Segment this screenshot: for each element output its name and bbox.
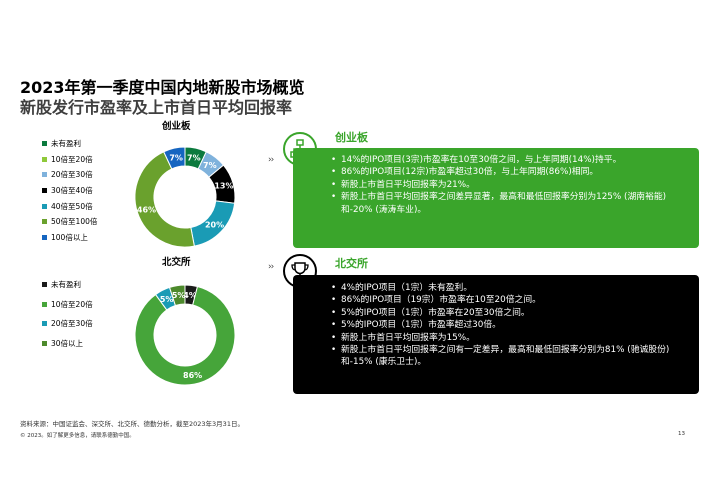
slice-label: 4% xyxy=(183,291,197,300)
legend-label: 20倍至30倍 xyxy=(51,170,93,180)
legend-swatch xyxy=(42,301,47,307)
slice-label: 7% xyxy=(203,161,217,170)
legend-label: 40倍至50倍 xyxy=(51,201,93,211)
chinext-bullet: 14%的IPO项目(3宗)市盈率在10至30倍之间，与上年同期(14%)持平。 xyxy=(331,154,689,167)
page-subtitle: 新股发行市盈率及上市首日平均回报率 xyxy=(20,98,293,117)
donut-slice xyxy=(134,285,236,386)
legend-swatch xyxy=(42,188,47,194)
bse-heading: 北交所 xyxy=(335,257,368,270)
chevron-right-icon: ›› xyxy=(268,155,274,165)
bse-bullet: 5%的IPO项目（1宗）市盈率超过30倍。 xyxy=(331,319,689,332)
legend-item: 未有盈利 xyxy=(42,275,93,295)
slice-label: 7% xyxy=(187,153,201,162)
legend-label: 未有盈利 xyxy=(51,139,81,149)
chinext-bullet: 新股上市首日平均回报率之间差异显著，最高和最低回报率分别为125% (湖南裕能)… xyxy=(331,191,689,216)
legend-chinext: 未有盈利 10倍至20倍 20倍至30倍 30倍至40倍 40倍至50倍 50倍至100倍… xyxy=(42,136,97,245)
bse-bullet: 5%的IPO项目（1宗）市盈率在20至30倍之间。 xyxy=(331,307,689,320)
legend-swatch xyxy=(42,234,47,240)
bse-bullet: 新股上市首日平均回报率之间有一定差异，最高和最低回报率分别为81% (驰诚股份)… xyxy=(331,344,689,369)
legend-item: 50倍至100倍 xyxy=(42,214,97,230)
legend-item: 40倍至50倍 xyxy=(42,198,97,214)
donut-chart-chinext: 7%7%13%20%46%7% xyxy=(134,146,236,248)
legend-item: 20倍至30倍 xyxy=(42,167,97,183)
slice-label: 13% xyxy=(214,182,233,191)
slice-label: 20% xyxy=(205,221,224,230)
legend-label: 10倍至20倍 xyxy=(51,299,93,309)
page-title: 2023年第一季度中国内地新股市场概览 xyxy=(20,78,305,97)
legend-label: 30倍以上 xyxy=(51,338,84,348)
donut-slice xyxy=(168,284,186,307)
donut-chart-bse: 4% 86% 5%5% xyxy=(134,284,236,386)
legend-swatch xyxy=(42,141,47,147)
legend-item: 10倍至20倍 xyxy=(42,152,97,168)
legend-item: 10倍至20倍 xyxy=(42,295,93,315)
chinext-bullet: 新股上市首日平均回报率为21%。 xyxy=(331,179,689,192)
chinext-panel: 14%的IPO项目(3宗)市盈率在10至30倍之间，与上年同期(14%)持平。 … xyxy=(293,148,699,248)
donut-slice xyxy=(163,146,186,170)
legend-label: 100倍以上 xyxy=(51,232,88,242)
page-number: 13 xyxy=(678,431,685,437)
legend-swatch xyxy=(42,156,47,162)
bse-panel: 4%的IPO项目（1宗）未有盈利。 86%的IPO项目（19宗）市盈率在10至2… xyxy=(293,275,699,394)
slice-label: 5% xyxy=(172,291,186,300)
legend-item: 30倍至40倍 xyxy=(42,183,97,199)
legend-item: 30倍以上 xyxy=(42,334,93,354)
donut-slice xyxy=(134,151,195,248)
bse-bullet: 新股上市首日平均回报率为15%。 xyxy=(331,332,689,345)
legend-swatch xyxy=(42,282,47,288)
legend-label: 20倍至30倍 xyxy=(51,319,93,329)
bse-bullet: 86%的IPO项目（19宗）市盈率在10至20倍之间。 xyxy=(331,294,689,307)
chart-title-chinext: 创业板 xyxy=(162,121,191,132)
legend-bse: 未有盈利 10倍至20倍 20倍至30倍 30倍以上 xyxy=(42,275,93,353)
slice-label: 86% xyxy=(183,371,202,380)
bse-bullet: 4%的IPO项目（1宗）未有盈利。 xyxy=(331,282,689,295)
legend-swatch xyxy=(42,219,47,225)
legend-swatch xyxy=(42,203,47,209)
legend-label: 50倍至100倍 xyxy=(51,217,98,227)
legend-label: 10倍至20倍 xyxy=(51,154,93,164)
legend-label: 未有盈利 xyxy=(51,280,81,290)
legend-item: 20倍至30倍 xyxy=(42,314,93,334)
chart-title-bse: 北交所 xyxy=(162,257,191,268)
copyright: © 2023。如了解更多信息，请联系德勤中国。 xyxy=(20,433,135,439)
legend-item: 未有盈利 xyxy=(42,136,97,152)
legend-swatch xyxy=(42,321,47,327)
chinext-bullet: 86%的IPO项目(12宗)市盈率超过30倍，与上年同期(86%)相同。 xyxy=(331,166,689,179)
source-note: 资料来源：中国证监会、深交所、北交所、德勤分析，截至2023年3月31日。 xyxy=(20,420,244,428)
legend-label: 30倍至40倍 xyxy=(51,186,93,196)
legend-swatch xyxy=(42,172,47,178)
chevron-right-icon: ›› xyxy=(268,262,274,272)
slice-label: 7% xyxy=(169,153,183,162)
legend-swatch xyxy=(42,340,47,346)
legend-item: 100倍以上 xyxy=(42,230,97,246)
slice-label: 5% xyxy=(160,295,174,304)
slice-label: 46% xyxy=(137,206,156,215)
chinext-heading: 创业板 xyxy=(335,131,368,144)
